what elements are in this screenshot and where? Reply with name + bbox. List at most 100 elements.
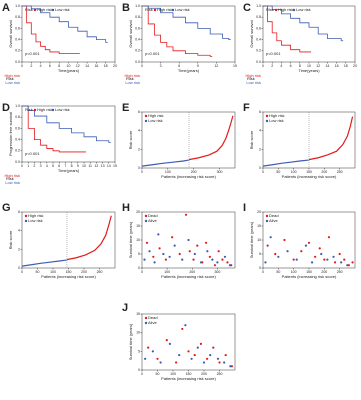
y-tick-label: 0: [259, 266, 261, 270]
point: [208, 255, 211, 258]
risk-curve: [188, 115, 234, 161]
point: [158, 247, 161, 250]
y-tick-label: 0.6: [256, 26, 261, 30]
x-axis-label: Patients (increasing risk score): [282, 174, 337, 179]
survival-curve: [22, 5, 80, 54]
point: [204, 241, 208, 244]
point: [216, 261, 219, 264]
legend-title: Risk: [145, 7, 153, 12]
y-tick-label: 5: [138, 349, 140, 353]
point: [178, 252, 181, 256]
p-value: p<0.001: [145, 51, 160, 56]
x-tick-label: 8: [299, 64, 301, 68]
point: [199, 342, 202, 345]
x-tick-label: 50: [276, 170, 280, 174]
x-tick-label: 10: [307, 64, 311, 68]
x-tick-label: 9: [197, 64, 199, 68]
legend-label: Low risk: [55, 107, 70, 112]
point: [151, 350, 154, 353]
risk-table-row: Low risk: [125, 80, 140, 85]
point: [157, 233, 160, 236]
point: [327, 236, 331, 239]
x-tick-label: 0: [21, 164, 23, 168]
risk-curve: [308, 116, 354, 161]
y-tick-label: 0.0: [15, 60, 20, 64]
point: [274, 252, 277, 256]
point: [156, 357, 159, 360]
x-tick-label: 200: [201, 372, 207, 376]
y-tick-label: 0.6: [135, 26, 140, 30]
x-tick-label: 20: [353, 64, 357, 68]
plot-frame: [141, 5, 236, 63]
panel-letter: I: [243, 202, 246, 214]
legend-swatch: [171, 8, 175, 12]
x-tick-label: 250: [337, 270, 343, 274]
x-tick-label: 0: [21, 270, 23, 274]
legend-label: Low risk: [148, 118, 163, 123]
x-tick-label: 100: [291, 170, 297, 174]
legend-swatch: [33, 8, 37, 12]
point: [277, 255, 280, 258]
y-tick-label: 0.8: [15, 115, 20, 119]
x-tick-label: 0: [262, 170, 264, 174]
point: [144, 357, 147, 360]
point: [338, 252, 341, 256]
x-tick-label: 12: [94, 164, 98, 168]
risk-table-row: High risk: [4, 73, 20, 78]
survival-curve: [142, 5, 231, 40]
x-tick-label: 250: [337, 170, 343, 174]
x-tick-label: 0: [262, 270, 264, 274]
risk-curve: [66, 215, 112, 261]
point: [175, 361, 178, 364]
y-tick-label: 0: [18, 266, 20, 270]
point: [164, 258, 167, 261]
point: [196, 346, 199, 349]
x-tick-label: 14: [325, 64, 329, 68]
panel-letter: B: [122, 2, 130, 14]
legend-label: High risk: [28, 213, 44, 218]
point: [211, 258, 214, 261]
y-tick-label: 10: [136, 238, 140, 242]
x-tick-label: 13: [101, 164, 105, 168]
y-tick-label: 1.0: [15, 4, 20, 8]
risk-curve: [262, 159, 309, 167]
x-axis-label: Patients (increasing risk score): [161, 376, 216, 381]
panel-letter: C: [243, 2, 251, 14]
point: [184, 324, 187, 327]
point: [168, 342, 171, 345]
point: [343, 258, 346, 261]
risk-table-label: Risk: [6, 76, 14, 81]
legend-swatch: [265, 214, 269, 218]
point: [187, 238, 190, 242]
y-tick-label: 0.8: [135, 15, 140, 19]
y-axis-label: Overall survival: [8, 20, 13, 47]
legend-label: High risk: [37, 7, 53, 12]
y-tick-label: 5: [259, 252, 261, 256]
legend-label: High risk: [278, 7, 294, 12]
point: [347, 264, 350, 267]
x-tick-label: 0: [141, 270, 143, 274]
legend-label: High risk: [37, 107, 53, 112]
x-axis-label: Patients (increasing risk score): [282, 274, 337, 279]
x-axis-label: Patients (increasing risk score): [41, 274, 96, 279]
point: [147, 346, 150, 349]
y-tick-label: 20: [257, 210, 261, 214]
p-value: p<0.001: [25, 151, 40, 156]
x-tick-label: 100: [291, 270, 297, 274]
point: [269, 236, 272, 239]
point: [264, 261, 267, 264]
p-value: p<0.001: [25, 51, 40, 56]
point: [333, 261, 337, 264]
x-tick-label: 0: [21, 64, 23, 68]
point: [318, 247, 321, 250]
y-tick-label: 0.2: [135, 49, 140, 53]
x-tick-label: 16: [335, 64, 339, 68]
legend-label: Low risk: [269, 118, 284, 123]
legend-swatch: [144, 214, 148, 218]
x-tick-label: 50: [36, 270, 40, 274]
x-tick-label: 100: [164, 270, 170, 274]
point: [230, 365, 233, 368]
point: [145, 241, 149, 244]
y-tick-label: 0.6: [15, 26, 20, 30]
